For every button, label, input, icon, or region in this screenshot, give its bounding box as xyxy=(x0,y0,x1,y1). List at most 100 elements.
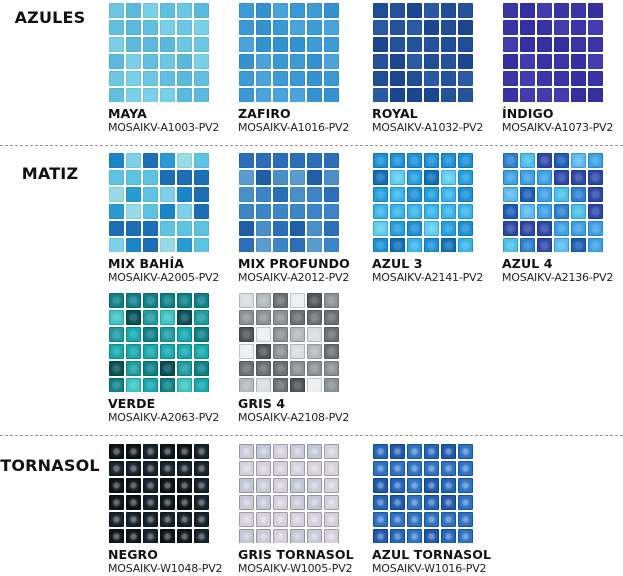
mosaic-tile xyxy=(588,71,603,86)
mosaic-tile xyxy=(194,344,209,359)
mosaic-tile xyxy=(407,88,422,102)
mosaic-tile xyxy=(143,344,158,359)
mosaic-tile xyxy=(126,71,141,86)
product-card[interactable]: GRIS 4 MOSAIKV-A2108-PV2 xyxy=(238,292,363,424)
mosaic-tile xyxy=(160,461,175,476)
product-card[interactable]: NEGRO MOSAIKV-W1048-PV2 xyxy=(108,443,233,575)
mosaic-tile xyxy=(143,20,158,35)
mosaic-tile xyxy=(256,529,271,543)
product-card[interactable]: MAYA MOSAIKV-A1003-PV2 xyxy=(108,2,233,134)
mosaic-tile xyxy=(407,71,422,86)
mosaic-tile xyxy=(520,20,535,35)
mosaic-tile xyxy=(441,495,456,510)
product-code: MOSAIKV-A1003-PV2 xyxy=(108,121,220,134)
product-code: MOSAIKV-A1032-PV2 xyxy=(372,121,484,134)
mosaic-tile xyxy=(390,238,405,252)
mosaic-tile xyxy=(307,3,322,18)
mosaic-tile xyxy=(307,293,322,308)
mosaic-tile xyxy=(324,361,339,376)
mosaic-tile xyxy=(324,378,339,392)
mosaic-tile xyxy=(239,327,254,342)
mosaic-tile xyxy=(126,512,141,527)
mosaic-tile xyxy=(503,204,518,219)
product-code: MOSAIKV-A2012-PV2 xyxy=(238,271,350,284)
mosaic-tile xyxy=(307,361,322,376)
mosaic-tile xyxy=(588,238,603,252)
mosaic-tile xyxy=(441,444,456,459)
mosaic-tile xyxy=(373,444,388,459)
mosaic-tile xyxy=(177,170,192,185)
product-card[interactable]: MIX PROFUNDO MOSAIKV-A2012-PV2 xyxy=(238,152,363,284)
mosaic-tile xyxy=(160,478,175,493)
mosaic-tile xyxy=(324,495,339,510)
mosaic-tile xyxy=(290,37,305,52)
mosaic-tile xyxy=(520,88,535,102)
mosaic-tile xyxy=(588,54,603,69)
mosaic-tile xyxy=(588,20,603,35)
mosaic-swatch xyxy=(108,292,213,392)
mosaic-tile xyxy=(109,344,124,359)
product-card[interactable]: VERDE MOSAIKV-A2063-PV2 xyxy=(108,292,233,424)
mosaic-tile xyxy=(520,37,535,52)
mosaic-tile xyxy=(273,495,288,510)
mosaic-tile xyxy=(554,88,569,102)
mosaic-tile xyxy=(194,461,209,476)
mosaic-tile xyxy=(503,71,518,86)
mosaic-tile xyxy=(194,361,209,376)
mosaic-tile xyxy=(290,310,305,325)
mosaic-swatch xyxy=(372,2,477,102)
mosaic-tile xyxy=(373,71,388,86)
mosaic-tile xyxy=(424,238,439,252)
mosaic-tile xyxy=(373,478,388,493)
product-card[interactable]: AZUL TORNASOL MOSAIKV-W1016-PV2 xyxy=(372,443,497,575)
mosaic-tile xyxy=(307,444,322,459)
mosaic-tile xyxy=(324,310,339,325)
mosaic-tile xyxy=(390,461,405,476)
mosaic-tile xyxy=(571,20,586,35)
mosaic-tile xyxy=(290,495,305,510)
product-card[interactable]: ROYAL MOSAIKV-A1032-PV2 xyxy=(372,2,497,134)
mosaic-tile xyxy=(307,71,322,86)
mosaic-tile xyxy=(273,204,288,219)
mosaic-tile xyxy=(520,221,535,236)
mosaic-tile xyxy=(160,293,175,308)
mosaic-tile xyxy=(256,221,271,236)
product-name: ROYAL xyxy=(372,106,418,121)
product-card[interactable]: AZUL 3 MOSAIKV-A2141-PV2 xyxy=(372,152,497,284)
product-card[interactable]: ÍNDIGO MOSAIKV-A1073-PV2 xyxy=(502,2,623,134)
mosaic-tile xyxy=(307,153,322,168)
mosaic-tile xyxy=(239,495,254,510)
mosaic-tile xyxy=(537,3,552,18)
mosaic-tile xyxy=(256,204,271,219)
mosaic-tile xyxy=(194,3,209,18)
mosaic-tile xyxy=(290,3,305,18)
mosaic-tile xyxy=(177,204,192,219)
mosaic-tile xyxy=(239,529,254,543)
mosaic-tile xyxy=(143,71,158,86)
mosaic-tile xyxy=(324,327,339,342)
mosaic-tile xyxy=(571,54,586,69)
mosaic-tile xyxy=(109,54,124,69)
mosaic-tile xyxy=(143,495,158,510)
mosaic-tile xyxy=(407,221,422,236)
mosaic-tile xyxy=(424,221,439,236)
mosaic-tile xyxy=(390,170,405,185)
mosaic-tile xyxy=(407,153,422,168)
mosaic-tile xyxy=(239,170,254,185)
mosaic-tile xyxy=(503,221,518,236)
mosaic-tile xyxy=(290,238,305,252)
mosaic-tile xyxy=(373,54,388,69)
product-card[interactable]: GRIS TORNASOL MOSAIKV-W1005-PV2 xyxy=(238,443,363,575)
mosaic-tile xyxy=(554,221,569,236)
product-card[interactable]: ZAFIRO MOSAIKV-A1016-PV2 xyxy=(238,2,363,134)
product-card[interactable]: AZUL 4 MOSAIKV-A2136-PV2 xyxy=(502,152,623,284)
mosaic-tile xyxy=(424,204,439,219)
mosaic-tile xyxy=(239,293,254,308)
mosaic-tile xyxy=(160,378,175,392)
mosaic-tile xyxy=(424,461,439,476)
mosaic-tile xyxy=(324,187,339,202)
mosaic-tile xyxy=(177,444,192,459)
mosaic-tile xyxy=(126,444,141,459)
mosaic-tile xyxy=(273,478,288,493)
product-card[interactable]: MIX BAHÍA MOSAIKV-A2005-PV2 xyxy=(108,152,233,284)
